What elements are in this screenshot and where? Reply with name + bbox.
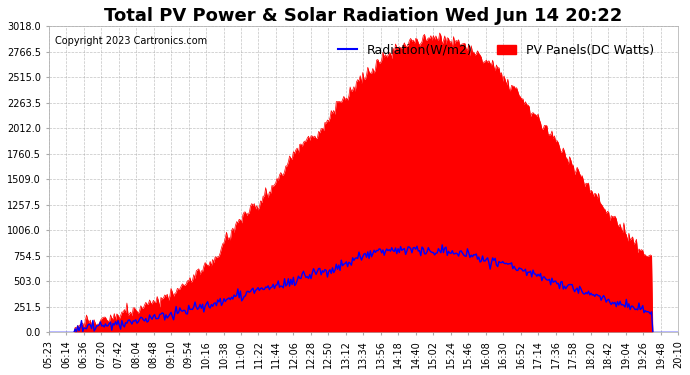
Legend: Radiation(W/m2), PV Panels(DC Watts): Radiation(W/m2), PV Panels(DC Watts) (333, 39, 659, 62)
Title: Total PV Power & Solar Radiation Wed Jun 14 20:22: Total PV Power & Solar Radiation Wed Jun… (104, 7, 622, 25)
Text: Copyright 2023 Cartronics.com: Copyright 2023 Cartronics.com (55, 36, 207, 46)
